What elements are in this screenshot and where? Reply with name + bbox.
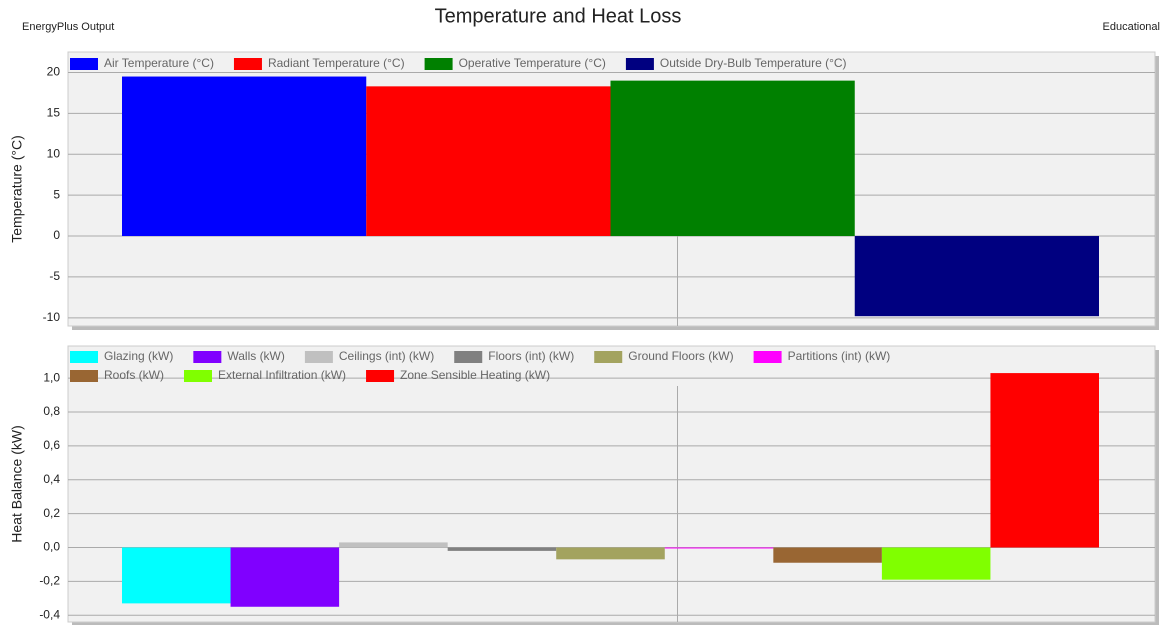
y-tick-label: 0,4 [43, 472, 60, 486]
legend-label: Operative Temperature (°C) [459, 56, 606, 70]
y-tick-label: 15 [47, 106, 61, 120]
bar [230, 547, 340, 607]
legend-swatch [70, 370, 98, 382]
bar [990, 373, 1099, 548]
y-axis-label: Heat Balance (kW) [9, 425, 25, 542]
header-right: Educational [1103, 21, 1161, 33]
legend-swatch [625, 58, 654, 70]
legend-label: Partitions (int) (kW) [788, 349, 891, 363]
legend-label: Walls (kW) [227, 349, 285, 363]
legend-label: Zone Sensible Heating (kW) [400, 368, 550, 382]
legend-label: Radiant Temperature (°C) [268, 56, 405, 70]
legend-label: Air Temperature (°C) [104, 56, 214, 70]
bar [556, 547, 665, 560]
bar [610, 80, 855, 237]
legend-label: Roofs (kW) [104, 368, 164, 382]
legend-swatch [454, 351, 483, 363]
y-axis-label: Temperature (°C) [9, 135, 25, 243]
legend-swatch [594, 351, 623, 363]
y-tick-label: -10 [43, 310, 61, 324]
chart-title: Temperature and Heat Loss [435, 5, 682, 27]
y-tick-label: 5 [53, 187, 60, 201]
y-tick-label: 1,0 [43, 370, 60, 384]
y-tick-label: -0,4 [39, 607, 60, 621]
header-left: EnergyPlus Output [22, 21, 114, 33]
bar [122, 76, 367, 237]
bar [881, 547, 991, 580]
legend-swatch [70, 351, 98, 363]
legend-swatch [193, 351, 222, 363]
bar [773, 547, 882, 563]
legend-swatch [304, 351, 333, 363]
legend-label: Ground Floors (kW) [628, 349, 733, 363]
legend-label: Ceilings (int) (kW) [339, 349, 434, 363]
legend-label: External Infiltration (kW) [218, 368, 346, 382]
bar [122, 547, 231, 604]
legend-label: Glazing (kW) [104, 349, 173, 363]
legend-swatch [424, 58, 453, 70]
legend-swatch [184, 370, 212, 382]
legend-swatch [233, 58, 262, 70]
bar [854, 236, 1099, 317]
bar [339, 542, 448, 548]
y-tick-label: 0 [53, 228, 60, 242]
y-tick-label: -0,2 [39, 574, 60, 588]
y-tick-label: 0,2 [43, 506, 60, 520]
y-tick-label: 0,0 [43, 540, 60, 554]
y-tick-label: 10 [47, 146, 61, 160]
legend-label: Outside Dry-Bulb Temperature (°C) [660, 56, 847, 70]
legend-swatch [366, 370, 395, 382]
legend-swatch [753, 351, 782, 363]
legend-label: Floors (int) (kW) [488, 349, 574, 363]
bar [366, 86, 611, 237]
y-tick-label: 0,6 [43, 438, 60, 452]
bar [664, 547, 774, 549]
legend-swatch [70, 58, 98, 70]
y-tick-label: 0,8 [43, 404, 60, 418]
y-tick-label: -5 [49, 269, 60, 283]
bar [447, 547, 557, 551]
y-tick-label: 20 [47, 65, 61, 79]
